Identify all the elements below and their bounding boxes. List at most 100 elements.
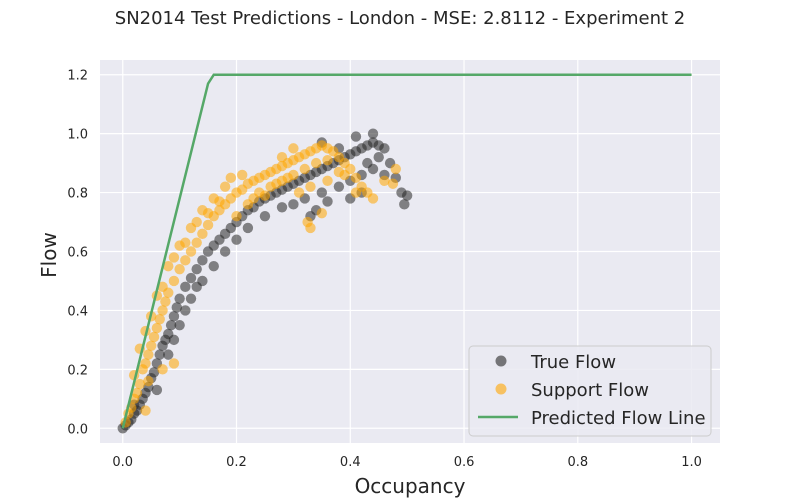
point-support-flow [180, 255, 191, 266]
point-support-flow [197, 228, 208, 240]
x-tick-label: 1.0 [681, 455, 702, 470]
point-true-flow [185, 293, 197, 304]
point-support-flow [214, 196, 225, 207]
point-true-flow [180, 305, 191, 316]
point-support-flow [143, 349, 154, 360]
chart-title: SN2014 Test Predictions - London - MSE: … [115, 8, 685, 29]
point-true-flow [168, 334, 180, 346]
legend-marker-true-flow [495, 355, 507, 367]
point-support-flow [288, 143, 299, 154]
point-support-flow [322, 154, 333, 166]
point-true-flow [288, 199, 299, 210]
point-support-flow [350, 172, 362, 184]
point-true-flow [151, 384, 163, 396]
y-tick-label: 1.0 [67, 128, 88, 143]
point-support-flow [148, 331, 160, 343]
point-support-flow [339, 169, 350, 181]
point-support-flow [168, 358, 180, 369]
point-true-flow [185, 272, 197, 284]
x-tick-label: 0.4 [340, 455, 361, 470]
point-support-flow [202, 208, 214, 219]
point-true-flow [219, 246, 231, 257]
point-support-flow [350, 187, 362, 198]
point-true-flow [171, 302, 182, 313]
point-support-flow [180, 237, 191, 248]
point-support-flow [231, 210, 242, 222]
point-true-flow [379, 143, 390, 154]
y-tick-label: 0.8 [67, 187, 88, 202]
point-support-flow [151, 322, 163, 334]
point-support-flow [387, 178, 399, 189]
legend-label-predicted-flow-line: Predicted Flow Line [531, 408, 706, 429]
point-support-flow [299, 163, 310, 175]
data-lines [121, 73, 692, 429]
point-true-flow [174, 319, 185, 331]
legend-item-predicted-flow-line: Predicted Flow Line [478, 408, 706, 429]
point-support-flow [191, 237, 202, 248]
y-tick-label: 0.0 [67, 422, 88, 437]
point-support-flow [163, 261, 174, 272]
y-axis-label: Flow [37, 232, 61, 278]
x-axis-label: Occupancy [355, 474, 466, 498]
x-tick-label: 0.6 [454, 455, 475, 470]
point-support-flow [168, 252, 180, 263]
point-true-flow [197, 275, 208, 287]
legend-item-true-flow: True Flow [495, 352, 616, 373]
point-true-flow [242, 222, 254, 234]
legend-item-support-flow: Support Flow [495, 380, 649, 401]
point-support-flow [140, 358, 151, 369]
point-true-flow [208, 261, 219, 272]
point-true-flow [165, 319, 177, 331]
line-predicted-flow-line [121, 73, 692, 429]
point-true-flow [333, 181, 345, 192]
point-support-flow [367, 193, 379, 204]
point-true-flow [231, 234, 242, 245]
point-support-flow [157, 305, 168, 316]
point-true-flow [350, 131, 362, 142]
point-support-flow [248, 193, 259, 204]
y-tick-label: 0.2 [67, 363, 88, 378]
legend-box [468, 345, 712, 437]
point-support-flow [140, 405, 151, 416]
point-support-flow [219, 181, 231, 192]
point-true-flow [322, 196, 333, 207]
point-support-flow [305, 181, 316, 192]
point-support-flow [157, 364, 168, 375]
point-true-flow [180, 281, 191, 293]
point-support-flow [379, 175, 390, 186]
point-support-flow [174, 263, 185, 275]
point-true-flow [259, 210, 271, 222]
x-axis-ticks: 0.0 0.2 0.4 0.6 0.8 1.0 [112, 455, 701, 470]
point-support-flow [157, 281, 168, 293]
y-tick-label: 1.2 [67, 69, 88, 84]
point-support-flow [131, 387, 143, 399]
point-support-flow [145, 340, 157, 351]
point-support-flow [134, 378, 146, 390]
point-support-flow [160, 296, 171, 307]
y-axis-ticks: 0.0 0.2 0.4 0.6 0.8 1.0 1.2 [67, 69, 88, 438]
point-true-flow [316, 187, 328, 198]
point-support-flow [322, 175, 333, 186]
point-support-flow [143, 375, 154, 387]
legend-label-support-flow: Support Flow [531, 380, 649, 401]
legend-marker-support-flow [495, 383, 507, 395]
point-support-flow [390, 163, 401, 175]
point-true-flow [276, 202, 288, 213]
point-support-flow [316, 208, 328, 219]
point-true-flow [401, 190, 413, 201]
point-support-flow [271, 178, 282, 189]
point-support-flow [293, 187, 305, 198]
point-true-flow [191, 263, 202, 275]
point-support-flow [282, 172, 293, 184]
point-true-flow [362, 157, 373, 169]
point-support-flow [302, 216, 313, 228]
x-tick-label: 0.2 [226, 455, 247, 470]
y-tick-label: 0.4 [67, 304, 88, 319]
legend: True Flow Support Flow Predicted Flow Li… [468, 345, 712, 437]
point-support-flow [225, 172, 237, 184]
data-points [117, 128, 413, 434]
point-support-flow [237, 169, 248, 181]
point-support-flow [185, 246, 197, 257]
point-true-flow [373, 152, 384, 163]
point-true-flow [197, 255, 208, 266]
